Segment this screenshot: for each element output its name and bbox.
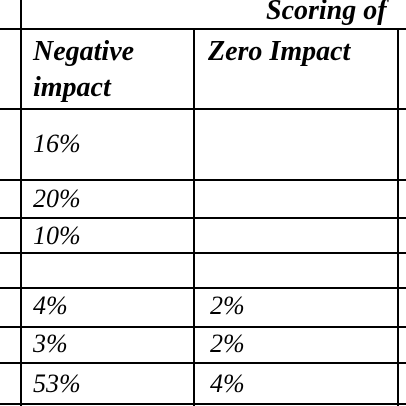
cell-negative: 16%	[33, 129, 81, 158]
column-header-negative-line1: Negative	[33, 36, 135, 67]
cell-negative: 53%	[33, 369, 81, 398]
table-rule	[0, 28, 406, 30]
cell-negative: 10%	[33, 221, 81, 250]
table-rule	[0, 403, 406, 405]
table-rule	[20, 0, 22, 406]
table-rule	[0, 326, 406, 328]
cell-negative: 3%	[33, 329, 68, 358]
table-rule	[0, 179, 406, 181]
table-rule	[0, 362, 406, 364]
table-rule	[0, 287, 406, 289]
table-rule	[0, 217, 406, 219]
cell-negative: 20%	[33, 184, 81, 213]
table-rule	[193, 28, 195, 406]
column-header-zero: Zero Impact	[208, 36, 351, 67]
cell-zero: 2%	[210, 329, 245, 358]
table-rule	[0, 108, 406, 110]
column-header-negative-line2: impact	[33, 72, 111, 103]
cell-zero: 2%	[210, 291, 245, 320]
group-header: Scoring of	[266, 0, 387, 26]
cell-zero: 4%	[210, 369, 245, 398]
table-rule	[397, 28, 399, 406]
table-rule	[0, 252, 406, 254]
cell-negative: 4%	[33, 291, 68, 320]
